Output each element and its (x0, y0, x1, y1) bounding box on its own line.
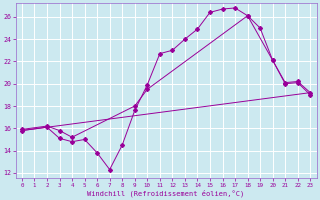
X-axis label: Windchill (Refroidissement éolien,°C): Windchill (Refroidissement éolien,°C) (87, 189, 245, 197)
